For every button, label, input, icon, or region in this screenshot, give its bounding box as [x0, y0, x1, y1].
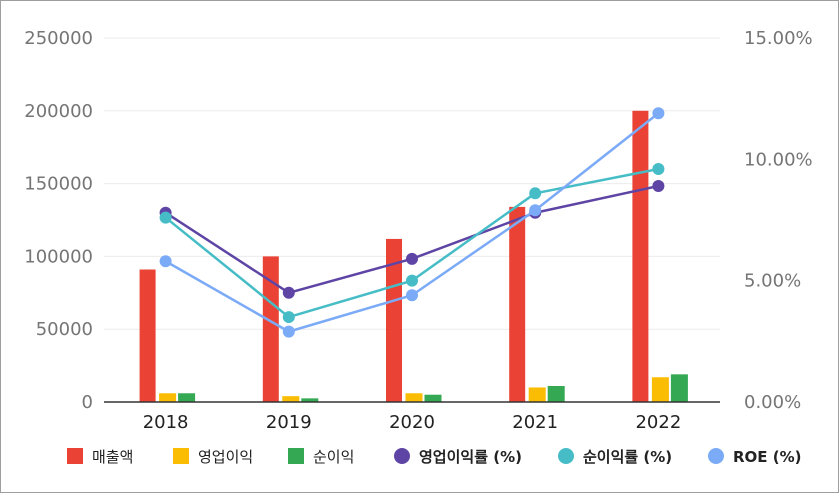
- bar-2: [528, 387, 546, 402]
- line-point-1: [652, 180, 665, 193]
- x-tick-label: 2021: [512, 412, 558, 433]
- x-tick-label: 2020: [389, 412, 435, 433]
- line-point-3: [159, 255, 172, 268]
- legend-label: 순이익: [313, 448, 354, 466]
- y-left-tick-label: 250000: [24, 28, 93, 49]
- y-left-tick-label: 0: [82, 392, 93, 413]
- x-tick-label: 2018: [143, 412, 189, 433]
- legend-swatch: [67, 448, 83, 464]
- line-point-1: [282, 286, 295, 299]
- bar-1: [509, 206, 526, 402]
- legend-label: 순이익률 (%): [583, 448, 672, 466]
- bar-2: [159, 393, 177, 402]
- legend-label: ROE (%): [733, 448, 802, 466]
- legend-label: 매출액: [92, 448, 133, 466]
- bar-3: [547, 385, 565, 402]
- legend-swatch: [288, 448, 304, 464]
- line-point-2: [159, 211, 172, 224]
- line-point-3: [406, 289, 418, 302]
- legend-marker: [394, 448, 410, 464]
- legend-marker: [708, 448, 724, 464]
- bar-1: [262, 256, 279, 402]
- bar-2: [651, 377, 669, 402]
- bar-3: [178, 393, 196, 402]
- bar-1: [386, 238, 402, 402]
- legend-marker: [558, 448, 574, 464]
- line-point-3: [282, 325, 295, 338]
- bar-3: [301, 398, 319, 402]
- bar-1: [632, 110, 649, 403]
- y-left-tick-label: 50000: [36, 319, 93, 340]
- line-point-2: [406, 274, 418, 287]
- line-point-3: [529, 204, 542, 217]
- legend-label: 영업이익률 (%): [419, 448, 522, 466]
- line-point-3: [652, 107, 665, 120]
- y-right-tick-label: 15.00%: [744, 28, 813, 49]
- y-right-tick-label: 0.00%: [744, 392, 801, 413]
- y-left-tick-label: 100000: [24, 246, 93, 267]
- bar-3: [424, 394, 442, 402]
- bar-2: [405, 393, 423, 402]
- y-right-tick-label: 5.00%: [744, 271, 801, 292]
- bar-1: [139, 269, 156, 402]
- legend-label: 영업이익: [198, 448, 253, 466]
- legend-swatch: [173, 448, 189, 464]
- y-left-tick-label: 200000: [24, 101, 93, 122]
- y-left-tick-label: 150000: [24, 174, 93, 195]
- line-point-2: [529, 187, 542, 200]
- line-point-2: [282, 311, 295, 324]
- line-point-2: [652, 163, 665, 176]
- y-right-tick-label: 10.00%: [744, 149, 813, 170]
- line-point-1: [406, 252, 418, 265]
- bar-2: [282, 396, 300, 402]
- bar-3: [670, 374, 688, 402]
- x-tick-label: 2022: [635, 412, 681, 433]
- x-tick-label: 2019: [266, 412, 312, 433]
